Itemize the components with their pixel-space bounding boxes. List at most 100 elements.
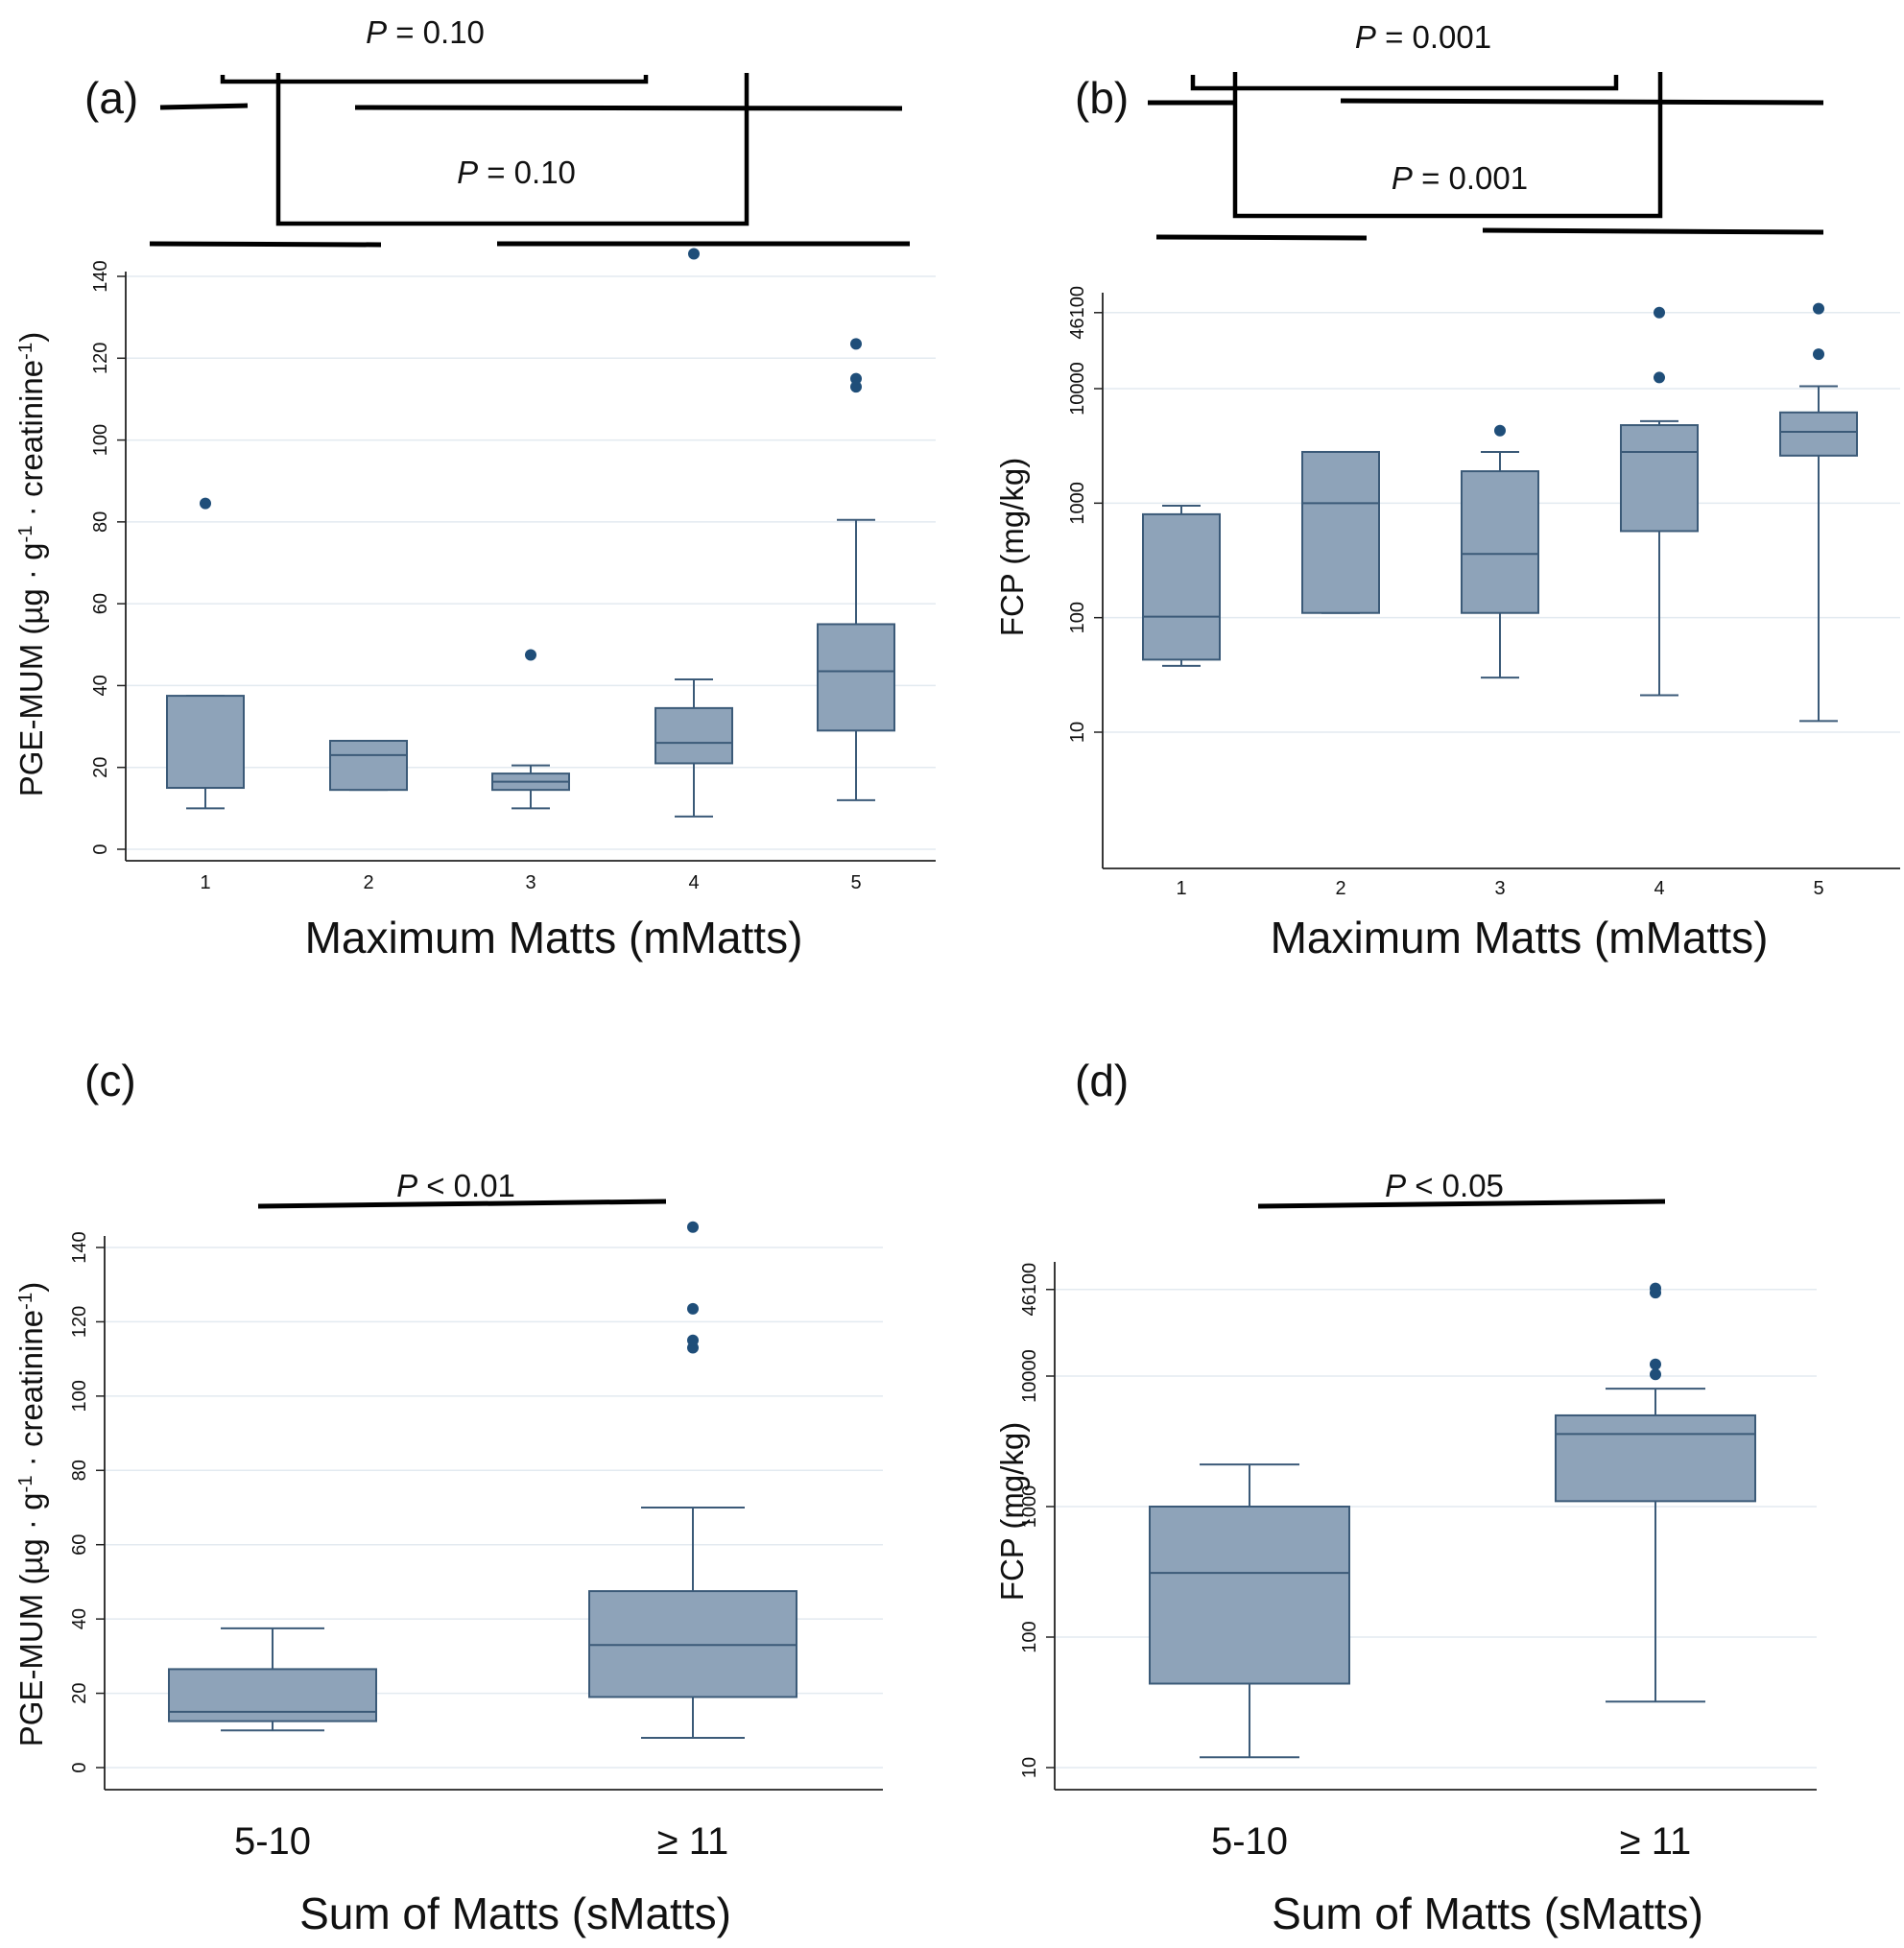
outlier-point	[1654, 306, 1665, 319]
p-value: < 0.05	[1406, 1168, 1504, 1203]
superscript: -1	[14, 1293, 36, 1310]
y-tick-label: 10	[1067, 722, 1088, 743]
p-symbol: P	[1385, 1168, 1406, 1203]
x-tick-label: 5-10	[1211, 1820, 1288, 1863]
box-iqr	[1142, 512, 1221, 661]
y-tick-label: 1000	[1067, 482, 1088, 525]
y-tick-label: 40	[90, 675, 111, 696]
box-5	[817, 338, 895, 801]
x-tick-label: ≥ 11	[1620, 1820, 1692, 1863]
p-value-label: P < 0.05	[1385, 1168, 1504, 1203]
x-tick-label: 1	[200, 872, 210, 893]
group-line	[1155, 234, 1368, 241]
box-iqr	[654, 706, 733, 765]
box-2	[1301, 450, 1380, 614]
x-tick-label: 2	[1335, 878, 1345, 899]
y-tick-label: 10	[1019, 1757, 1040, 1778]
group-line	[1257, 1199, 1666, 1209]
y-tick-label: 80	[90, 511, 111, 533]
y-tick-label: 0	[90, 843, 111, 854]
group-line	[159, 103, 249, 110]
box-≥ 11	[588, 1221, 797, 1740]
box-iqr	[1149, 1506, 1350, 1685]
box-1	[1142, 504, 1221, 667]
box-iqr	[168, 1668, 377, 1722]
outlier-point	[850, 381, 862, 393]
group-line	[1340, 98, 1824, 106]
outlier-point	[687, 1334, 699, 1346]
significance-bracket: P = 0.001	[1148, 19, 1824, 106]
p-value: < 0.01	[417, 1168, 515, 1203]
x-axis-title: Sum of Matts (sMatts)	[299, 1889, 731, 1938]
y-axis-title: PGE-MUM (µg · g-1 · creatinine-1)	[13, 332, 49, 797]
y-tick-label: 60	[69, 1534, 90, 1556]
outlier-point	[850, 338, 862, 350]
y-axis-title-part: FCP (mg/kg)	[994, 1422, 1030, 1601]
group-line	[149, 241, 382, 248]
y-tick-label: 20	[90, 757, 111, 778]
group-line	[1482, 227, 1824, 235]
box-4	[654, 248, 733, 818]
outlier-point	[1813, 348, 1824, 361]
x-tick-label: 5	[850, 872, 861, 893]
y-axis-title-part: · creatinine	[13, 360, 49, 525]
outlier-point	[1654, 371, 1665, 384]
significance-bracket: P = 0.001	[1155, 72, 1824, 241]
x-axis-title: Sum of Matts (sMatts)	[1272, 1889, 1703, 1938]
significance-bracket: P < 0.01	[257, 1168, 667, 1209]
y-tick-label: 100	[69, 1380, 90, 1412]
p-value: = 0.10	[387, 14, 485, 50]
outlier-point	[687, 1221, 699, 1233]
box-4	[1620, 306, 1699, 697]
significance-bracket: P = 0.10	[149, 73, 910, 248]
box-3	[1461, 424, 1539, 679]
p-symbol: P	[1392, 160, 1413, 196]
y-tick-label: 0	[69, 1762, 90, 1772]
chart-panel-c: (c) 0 20 40 60 80 100 120 140 5-10 ≥ 11 Sum of Matt…	[13, 1056, 883, 1938]
superscript: -1	[14, 1475, 36, 1492]
p-value: = 0.10	[478, 154, 576, 190]
p-symbol: P	[366, 14, 387, 50]
box-iqr	[817, 623, 895, 732]
group-line	[354, 105, 903, 111]
panel-label: (c)	[84, 1056, 136, 1105]
significance-bracket: P = 0.10	[159, 14, 903, 111]
box-3	[491, 649, 570, 810]
outlier-point	[1650, 1358, 1661, 1370]
p-symbol: P	[1355, 19, 1376, 55]
y-tick-label: 140	[90, 260, 111, 292]
x-axis-title: Maximum Matts (mMatts)	[1271, 913, 1769, 962]
p-value: = 0.001	[1376, 19, 1491, 55]
box-5-10	[1149, 1463, 1350, 1759]
x-tick-label: 4	[688, 872, 699, 893]
bracket-line	[1232, 72, 1663, 219]
y-axis-title-part: · creatinine	[13, 1310, 49, 1475]
y-tick-label: 120	[69, 1306, 90, 1338]
p-value: = 0.001	[1413, 160, 1528, 196]
outlier-point	[200, 497, 211, 510]
box-iqr	[1461, 470, 1539, 614]
y-axis-title-part: )	[13, 1282, 49, 1293]
x-tick-label: ≥ 11	[657, 1820, 729, 1863]
box-iqr	[166, 695, 245, 790]
y-tick-label: 120	[90, 343, 111, 374]
y-tick-label: 10000	[1067, 362, 1088, 416]
y-axis-title: FCP (mg/kg)	[994, 1422, 1030, 1601]
y-tick-label: 80	[69, 1460, 90, 1481]
panel-label: (d)	[1075, 1056, 1129, 1105]
box-iqr	[1301, 450, 1380, 614]
box-iqr	[1620, 424, 1699, 533]
significance-bracket: P < 0.05	[1257, 1168, 1666, 1209]
x-tick-label: 4	[1654, 878, 1664, 899]
x-axis-title: Maximum Matts (mMatts)	[305, 913, 803, 962]
bracket-line	[1190, 75, 1619, 91]
superscript: -1	[14, 525, 36, 542]
outlier-point	[525, 649, 536, 661]
box-iqr	[329, 739, 408, 792]
box-1	[166, 497, 245, 810]
y-tick-label: 1000	[1019, 1485, 1040, 1529]
panel-label: (a)	[84, 73, 138, 123]
x-tick-label: 3	[1494, 878, 1505, 899]
y-tick-label: 140	[69, 1231, 90, 1263]
